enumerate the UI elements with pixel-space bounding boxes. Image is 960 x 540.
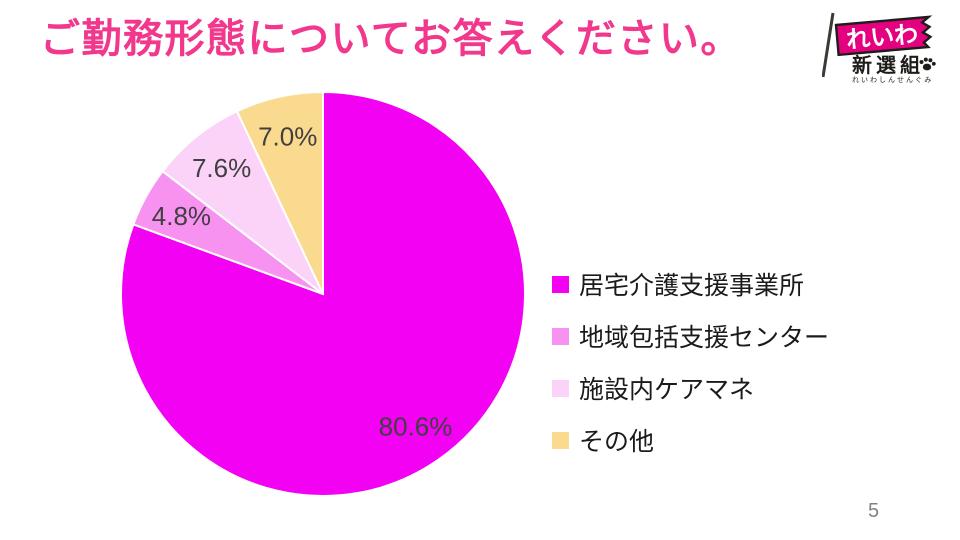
logo-graphic: れいわ 新選組 れいわしんせんぐみ [822, 12, 936, 84]
pie-slice-label-2: 7.6% [192, 153, 251, 183]
legend-swatch [552, 275, 569, 293]
legend-swatch [552, 327, 569, 345]
reiwa-shinsengumi-logo: れいわ 新選組 れいわしんせんぐみ [822, 4, 952, 88]
pie-slice-label-3: 7.0% [258, 121, 317, 151]
legend-item-3: その他 [552, 426, 829, 456]
pie-slice-label-0: 80.6% [379, 412, 453, 442]
legend-item-1: 地域包括支援センター [552, 322, 829, 352]
legend-swatch [552, 379, 569, 397]
paw-icon [919, 57, 936, 71]
legend-label: 居宅介護支援事業所 [579, 272, 805, 300]
legend-item-0: 居宅介護支援事業所 [552, 270, 829, 300]
pie-slice-3 [235, 90, 324, 295]
logo-name-text: 新選組 [852, 53, 924, 77]
legend-item-2: 施設内ケアマネ [552, 374, 829, 404]
legend-label: 地域包括支援センター [579, 324, 830, 352]
pie-slice-2 [161, 109, 324, 295]
logo-subtext: れいわしんせんぐみ [852, 76, 933, 84]
pie-chart: 80.6% 4.8% 7.6%7.0% [120, 90, 527, 497]
flag-pole [822, 12, 835, 78]
page-number: 5 [868, 500, 880, 522]
legend-swatch [552, 431, 569, 449]
legend-label: その他 [579, 428, 655, 456]
logo-flag-text: れいわ [845, 21, 919, 54]
chart-legend: 居宅介護支援事業所 地域包括支援センター 施設内ケアマネ その他 [552, 270, 829, 478]
page-title: ご勤務形態についてお答えください。 [40, 17, 742, 61]
pie-slice-label-1: 4.8% [152, 201, 211, 231]
legend-label: 施設内ケアマネ [579, 376, 755, 404]
flag-shape [834, 15, 933, 57]
